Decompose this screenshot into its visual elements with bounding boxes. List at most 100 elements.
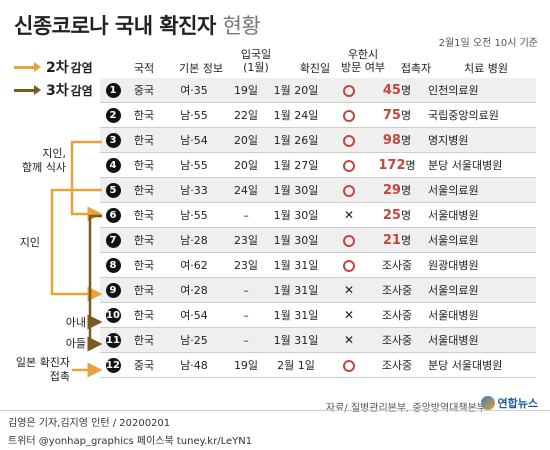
wuhan-visit-cell	[326, 252, 372, 278]
hospital-cell: 서울대병원	[422, 302, 536, 328]
hospital-cell: 서울대병원	[422, 327, 536, 353]
nationality-cell: 한국	[126, 302, 162, 328]
entry-date-cell: 19일	[226, 78, 266, 103]
nationality-cell: 한국	[126, 102, 162, 128]
wuhan-visit-cell	[326, 102, 372, 128]
not-visited-x-icon: ✕	[343, 283, 355, 297]
contacts-cell: 21명	[372, 227, 422, 253]
basic-info-cell: 남·28	[162, 227, 226, 253]
contacts-count: 21	[382, 233, 401, 248]
hospital-cell: 분당 서울대병원	[422, 152, 536, 178]
confirmed-date-cell: 1월 30일	[266, 227, 326, 253]
patient-number: 11	[100, 327, 126, 353]
nationality-cell: 한국	[126, 202, 162, 228]
patient-number-badge: 4	[105, 157, 121, 173]
contacts-unit: 명	[405, 159, 416, 172]
table-row: 4 한국 남·55 20일 1월 27일 172명 분당 서울대병원	[100, 152, 536, 178]
patient-number-badge: 3	[105, 132, 121, 148]
contacts-cell: 조사중	[372, 352, 422, 378]
nationality-cell: 중국	[126, 78, 162, 103]
patient-number-badge: 2	[105, 107, 121, 123]
confirmed-date-cell: 1월 27일	[266, 152, 326, 178]
visited-circle-icon	[343, 109, 355, 122]
table-row: 11 한국 남·25–1월 31일 ✕ 조사중 서울대병원	[100, 327, 536, 353]
hospital-cell: 분당 서울대병원	[422, 352, 536, 378]
basic-info-cell: 남·55	[162, 152, 226, 178]
legend-third-infection: 3차 감염	[14, 80, 93, 100]
relation-text: 지인,	[42, 147, 66, 160]
table-row: 7 한국 남·28 23일 1월 30일 21명 서울의료원	[100, 227, 536, 253]
entry-date-cell: –	[226, 302, 266, 328]
confirmed-date-cell: 1월 30일	[266, 202, 326, 228]
wuhan-visit-cell: ✕	[326, 302, 372, 328]
legend-num: 3차	[46, 83, 69, 99]
contacts-unit: 명	[400, 234, 412, 247]
hospital-cell: 원광대병원	[422, 252, 536, 278]
arrow-5-to-9	[50, 188, 103, 302]
table-row: 12 중국 남·48 19일 2월 1일 조사중 분당 서울대병원	[100, 352, 536, 378]
not-visited-x-icon: ✕	[343, 333, 355, 347]
not-visited-x-icon: ✕	[343, 208, 355, 222]
logo-text: 연합뉴스	[497, 397, 538, 410]
patient-number-badge: 6	[105, 207, 121, 223]
visited-circle-icon	[343, 359, 355, 372]
table-row: 2 한국 남·55 22일 1월 24일 75명 국립중앙의료원	[100, 102, 536, 128]
wuhan-visit-cell	[326, 127, 372, 153]
contacts-cell: 75명	[372, 102, 422, 128]
basic-info-cell: 남·48	[162, 352, 226, 378]
contacts-status: 조사중	[381, 259, 413, 272]
hospital-cell: 서울의료원	[422, 277, 536, 303]
nationality-cell: 중국	[126, 352, 162, 378]
hospital-cell: 인천의료원	[422, 78, 536, 103]
title-sub: 현황	[222, 14, 261, 38]
contacts-status: 조사중	[381, 359, 413, 372]
title-main: 신종코로나 국내 확진자	[14, 14, 216, 38]
header-wuhan-sub: 방문 여부	[341, 61, 385, 74]
basic-info-cell: 여·28	[162, 277, 226, 303]
patient-number-badge: 5	[105, 182, 121, 198]
confirmed-date-cell: 1월 31일	[266, 252, 326, 278]
confirmed-date-cell: 1월 31일	[266, 302, 326, 328]
entry-date-cell: –	[226, 277, 266, 303]
contacts-cell: 조사중	[372, 327, 422, 353]
confirmed-date-cell: 1월 24일	[266, 102, 326, 128]
basic-info-cell: 남·33	[162, 177, 226, 203]
table-row: 9 한국 여·28–1월 31일 ✕ 조사중 서울의료원	[100, 277, 536, 303]
header-nationality: 국적	[133, 62, 155, 75]
entry-date-cell: 23일	[226, 227, 266, 253]
nationality-cell: 한국	[126, 327, 162, 353]
relation-japan-contact: 일본 확진자 접촉	[4, 356, 70, 384]
wuhan-visit-cell	[326, 177, 372, 203]
divider	[0, 410, 550, 411]
visited-circle-icon	[343, 259, 355, 272]
yonhap-logo: 연합뉴스	[480, 395, 538, 411]
hospital-cell: 서울대병원	[422, 202, 536, 228]
patient-number-badge: 12	[105, 357, 121, 373]
visited-circle-icon	[343, 234, 355, 247]
contacts-unit: 명	[400, 209, 412, 222]
nationality-cell: 한국	[126, 277, 162, 303]
contacts-cell: 조사중	[372, 302, 422, 328]
confirmed-date-cell: 2월 1일	[266, 352, 326, 378]
contacts-count: 25	[382, 208, 401, 223]
table-row: 5 한국 남·33 24일 1월 30일 29명 서울의료원	[100, 177, 536, 203]
legend-num: 2차	[46, 60, 69, 76]
basic-info-cell: 여·62	[162, 252, 226, 278]
visited-circle-icon	[343, 84, 355, 97]
patient-number: 10	[100, 302, 126, 328]
nationality-cell: 한국	[126, 127, 162, 153]
wuhan-visit-cell: ✕	[326, 277, 372, 303]
patient-number: 5	[100, 177, 126, 203]
contacts-count: 98	[382, 133, 401, 148]
arrow-3-to-6	[70, 140, 103, 222]
legend-label: 감염	[70, 60, 93, 75]
patient-number-badge: 10	[105, 307, 121, 323]
patient-number-badge: 9	[105, 282, 121, 298]
relation-son: 아들	[65, 337, 86, 350]
patient-number-badge: 1	[105, 82, 121, 98]
confirmed-date-cell: 1월 30일	[266, 177, 326, 203]
contacts-cell: 25명	[372, 202, 422, 228]
arrow-6-to-11	[87, 322, 103, 352]
social-line: 트위터 @yonhap_graphics 페이스북 tuney.kr/LeYN1	[8, 436, 253, 447]
visited-circle-icon	[343, 184, 355, 197]
